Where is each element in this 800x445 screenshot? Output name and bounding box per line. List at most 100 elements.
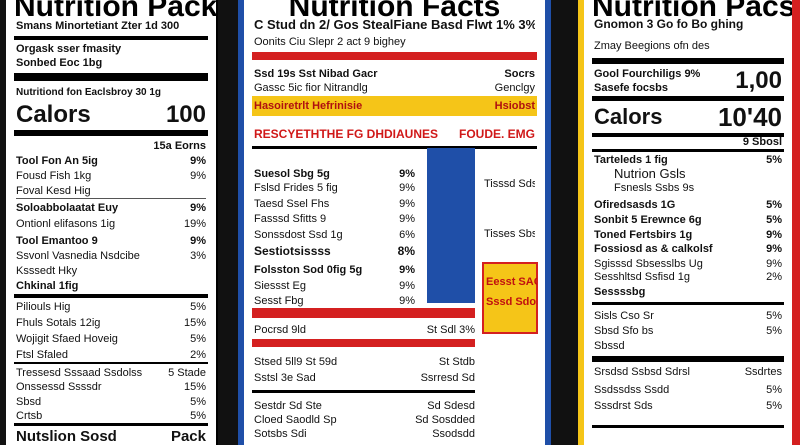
text: Sisls Cso Sr <box>594 310 654 322</box>
row: Taesd Ssel Fhs 9% <box>254 198 415 211</box>
rule <box>592 133 784 137</box>
row: Eesst SACS <box>486 276 537 289</box>
text: Fiane Basd Flwt 1% 3% <box>393 18 535 31</box>
badge <box>482 262 538 334</box>
text: 8% <box>397 245 415 258</box>
row: Wojigit Sfaed Hoveig 5% <box>16 333 206 346</box>
text: Sbssd <box>594 340 625 352</box>
text: Nutslion Sosd <box>16 428 117 445</box>
text: Sestiotsissss <box>254 245 331 258</box>
row: Ssdssdss Ssdd 5% <box>594 384 782 397</box>
text: Gnomon 3 Go fo Bo ghing <box>594 18 744 31</box>
text: FOUDE. EMG <box>458 128 535 141</box>
row: Orgask sser fmasity <box>16 43 206 56</box>
text: Onssessd Ssssdr <box>16 381 102 393</box>
text: 100 <box>165 102 206 128</box>
text: 10'40 <box>717 104 782 130</box>
text: 5% <box>766 325 782 337</box>
text: Sonbed Eoc 1bg <box>16 57 103 69</box>
text: Tarteleds 1 fig <box>594 154 668 166</box>
row: Tressesd Sssaad Ssdolss 5 Stade <box>16 367 206 380</box>
row: Chkinal 1fig <box>16 280 206 293</box>
row: Folsston Sod 0fig 5g 9% <box>254 264 415 277</box>
text: Sotsbs Sdi <box>254 428 307 440</box>
row: Stsed 5ll9 St 59d St Stdb <box>254 356 475 369</box>
row: Nutrion Gsls <box>614 167 782 180</box>
rule <box>16 198 206 199</box>
text: Nutrion Gsls <box>614 167 686 180</box>
highlight-band <box>252 96 537 116</box>
text: Piliouls Hig <box>16 301 71 313</box>
text: Fasssd Sfitts 9 <box>254 213 327 225</box>
rule <box>14 294 208 298</box>
text: Fousd Fish 1kg <box>16 170 92 182</box>
row: Nutritiond fon Eaclsbroy 30 1g <box>16 86 206 99</box>
row: Fhuls Sotals 12ig 15% <box>16 317 206 330</box>
row: Soloabbolaatat Euy 9% <box>16 202 206 215</box>
row: Ftsl Sfaled 2% <box>16 349 206 362</box>
row: Sasefe focsbs <box>594 82 712 95</box>
row: Sesst Fbg 9% <box>254 295 415 308</box>
row: Onssessd Ssssdr 15% <box>16 381 206 394</box>
row: Tisses Sbs <box>484 228 535 241</box>
text: Eesst SACS <box>486 276 537 288</box>
blue-column <box>427 148 475 303</box>
row: Ofiredsasds 1G 5% <box>594 199 782 212</box>
rule <box>592 425 784 428</box>
row: Sstsl 3e Sad Ssrresd Sd <box>254 372 475 385</box>
text: RESCYETHTHE FG DHDIAUNES <box>254 128 439 141</box>
text: Orgask sser fmasity <box>16 43 122 55</box>
text: Sstsl 3e Sad <box>254 372 316 384</box>
row: Sbssd <box>594 340 782 353</box>
text: Sd Sdesd <box>427 400 475 412</box>
text: 9 Sbosl <box>742 136 782 148</box>
rule <box>252 308 475 318</box>
row: Sbsd Sfo bs 5% <box>594 325 782 338</box>
row: Pocrsd 9ld St Sdl 3% <box>254 324 475 337</box>
row: Tarteleds 1 fig 5% <box>594 154 782 167</box>
text: Hsiobst <box>494 100 535 112</box>
row: Tisssd Sdsd <box>484 178 535 191</box>
row: Foval Kesd Hig <box>16 185 206 198</box>
row: Sonbit 5 Erewnce 6g 5% <box>594 214 782 227</box>
row: Nutslion Sosd Pack <box>16 428 206 445</box>
label-title: Nutrition Pacs <box>592 0 796 23</box>
text: Cloed Saodld Sp <box>254 414 337 426</box>
row: C Stud dn 2/ Gos Steal Fiane Basd Flwt 1%… <box>254 18 535 31</box>
text: Gassc 5ic fior Nitrandlg <box>254 82 368 94</box>
text: Folsston Sod 0fig 5g <box>254 264 363 276</box>
text: Ssdrtes <box>744 366 782 378</box>
text: Crtsb <box>16 410 43 422</box>
text: Socrs <box>504 68 535 80</box>
text: Ssvonl Vasnedia Nsdcibe <box>16 250 140 262</box>
text: Chkinal 1fig <box>16 280 79 292</box>
text: 5% <box>190 333 206 345</box>
text: 5% <box>766 214 782 226</box>
text: Calors <box>594 104 663 129</box>
text: Ssodsdd <box>432 428 475 440</box>
text: Fslsd Frides 5 fig <box>254 182 338 194</box>
row: Piliouls Hig 5% <box>16 301 206 314</box>
rule <box>14 362 208 364</box>
row: Ssd 19s Sst Nibad Gacr Socrs <box>254 68 535 81</box>
text: Sgisssd Sbsesslbs Ug <box>594 258 703 270</box>
text: 9% <box>766 243 782 255</box>
row: Srsdsd Ssbsd Sdrsl Ssdrtes <box>594 366 782 379</box>
text: St Stdb <box>438 356 475 368</box>
row: Sssd Sdosd <box>486 296 537 309</box>
text: Foval Kesd Hig <box>16 185 91 197</box>
text: St Sdl 3% <box>426 324 475 336</box>
rule <box>14 73 208 81</box>
rule <box>592 149 784 152</box>
text: 9% <box>399 295 415 307</box>
text: Tisssd Sdsd <box>484 178 535 190</box>
text: Wojigit Sfaed Hoveig <box>16 333 118 345</box>
text: 6% <box>399 229 415 241</box>
rule <box>592 302 784 305</box>
label-title: Nutrition Facts <box>288 0 501 23</box>
text: Sbsd Sfo bs <box>594 325 654 337</box>
row: Ksssedt Hky <box>16 265 206 278</box>
row: Tool Fon An 5ig 9% <box>16 155 206 168</box>
text: Suesol Sbg 5g <box>254 168 330 180</box>
text: Soloabbolaatat Euy <box>16 202 119 214</box>
